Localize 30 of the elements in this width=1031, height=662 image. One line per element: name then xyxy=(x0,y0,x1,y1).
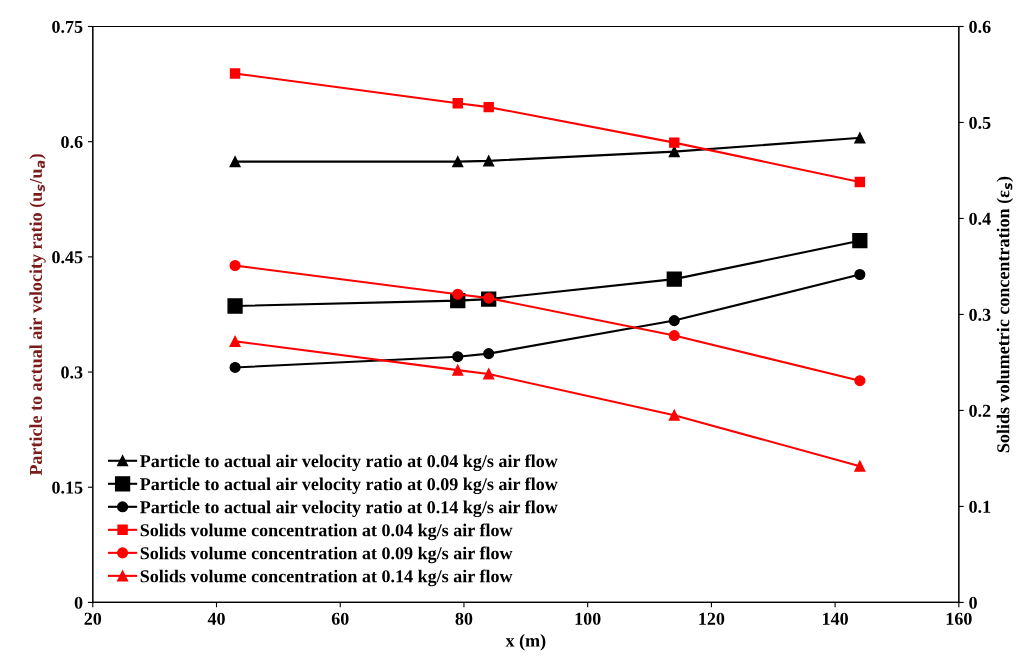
x-tick-label: 100 xyxy=(575,612,601,625)
y2-tick-label: 0.2 xyxy=(969,404,991,417)
x-tick-label: 60 xyxy=(331,612,349,625)
x-tick-label: 20 xyxy=(84,612,102,625)
y-tick-label: 0.15 xyxy=(52,481,83,494)
x-tick-label: 140 xyxy=(823,612,848,625)
y-tick-label: 0.75 xyxy=(52,20,83,33)
y2-tick-label: 0 xyxy=(969,596,977,609)
y-axis-title: Particle to actual air velocity ratio (u$_{s}$/u$_{a}$) xyxy=(29,154,46,476)
x-tick-label: 40 xyxy=(207,612,225,625)
y2-axis-title: Solids volumetric concentration (ε$_{s}$) xyxy=(996,176,1014,453)
legend-label: Solids volume concentration at 0.04 kg/s air flow xyxy=(140,523,513,541)
y2-tick-label: 0.5 xyxy=(969,116,991,129)
x-tick-label: 80 xyxy=(455,612,473,625)
y-tick-label: 0.45 xyxy=(52,251,83,264)
x-tick-label: 160 xyxy=(946,612,972,625)
legend-label: Particle to actual air velocity ratio at 0.04 kg/s air flow xyxy=(140,454,558,472)
legend-label: Solids volume concentration at 0.09 kg/s air flow xyxy=(140,546,513,564)
y2-tick-label: 0.1 xyxy=(969,500,991,513)
x-tick-label: 120 xyxy=(699,612,725,625)
legend-label: Particle to actual air velocity ratio at 0.14 kg/s air flow xyxy=(140,500,558,518)
y2-tick-label: 0.6 xyxy=(969,20,991,33)
legend-label: Particle to actual air velocity ratio at 0.09 kg/s air flow xyxy=(140,477,558,495)
legend-label: Solids volume concentration at 0.14 kg/s air flow xyxy=(140,569,513,587)
y-tick-label: 0.3 xyxy=(61,366,83,379)
y2-tick-label: 0.4 xyxy=(969,212,991,225)
x-axis-title: x (m) xyxy=(505,634,546,651)
y-tick-label: 0 xyxy=(74,596,83,609)
y-tick-label: 0.6 xyxy=(61,135,83,149)
y2-tick-label: 0.3 xyxy=(969,308,991,321)
